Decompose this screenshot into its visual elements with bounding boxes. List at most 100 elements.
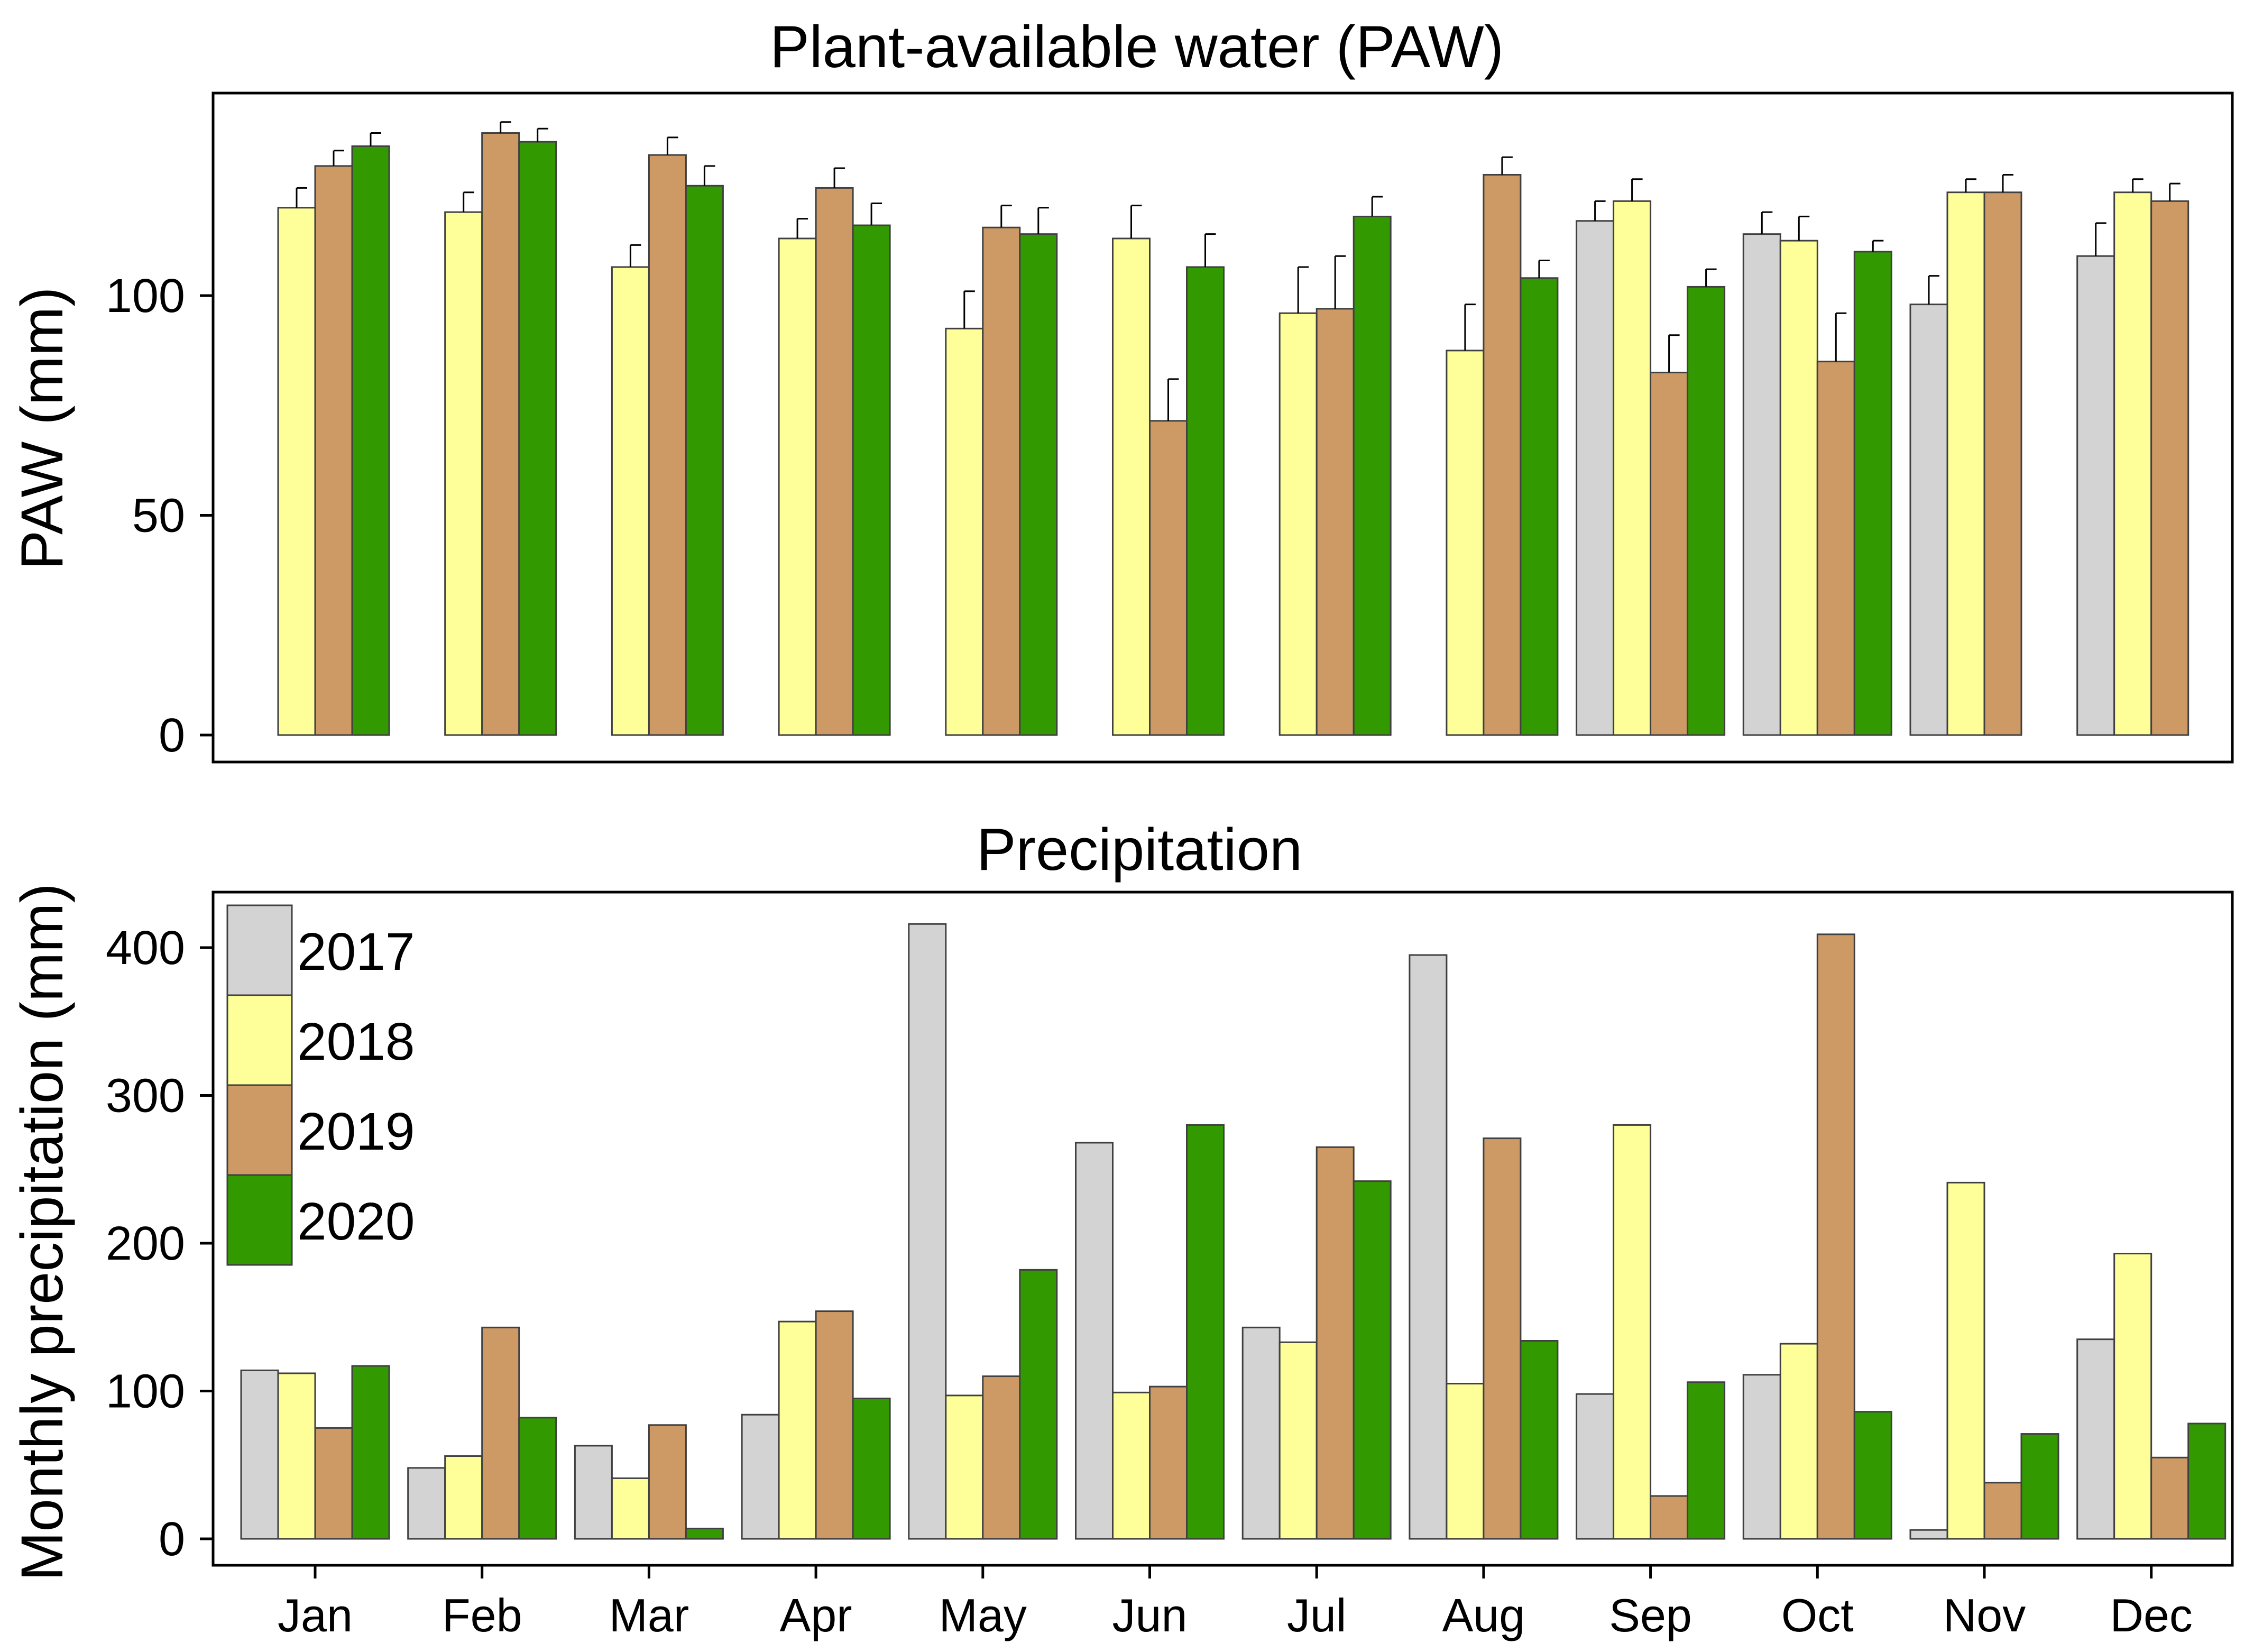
precipitation-bar-2018-Nov bbox=[1946, 1181, 1985, 1540]
paw-bar-2017-Nov bbox=[1909, 304, 1948, 736]
paw-error-bar-2020-Sep bbox=[1705, 268, 1717, 287]
paw-bar-2020-Aug bbox=[1520, 277, 1559, 736]
legend-swatch-2017 bbox=[226, 904, 293, 996]
precipitation-bar-2019-May bbox=[982, 1375, 1021, 1540]
paw-bar-2018-Mar bbox=[611, 266, 650, 736]
paw-chart-title: Plant-available water (PAW) bbox=[770, 14, 1504, 80]
paw-error-bar-2020-Apr bbox=[870, 202, 882, 226]
paw-error-bar-2020-Feb bbox=[537, 127, 548, 142]
paw-error-bar-2020-May bbox=[1037, 207, 1049, 234]
precipitation-plot-frame bbox=[211, 891, 2234, 1567]
legend-item-2017: 2017 bbox=[226, 904, 415, 996]
paw-error-bar-2018-Jun bbox=[1130, 205, 1142, 238]
paw-bar-2020-Jun bbox=[1186, 266, 1225, 736]
paw-error-bar-2018-Oct bbox=[1798, 215, 1810, 241]
paw-error-bar-2019-Jan bbox=[333, 150, 344, 166]
precipitation-bar-2017-Nov bbox=[1909, 1529, 1948, 1540]
paw-error-bar-2017-Dec bbox=[2095, 222, 2106, 256]
precipitation-y-tick-label: 300 bbox=[106, 1070, 185, 1123]
paw-bar-2017-Oct bbox=[1742, 233, 1781, 736]
paw-error-bar-2019-May bbox=[1000, 205, 1012, 228]
paw-error-bar-2020-Oct bbox=[1872, 240, 1884, 252]
paw-bar-2017-Sep bbox=[1576, 220, 1615, 736]
precipitation-bar-2020-Dec bbox=[2187, 1422, 2227, 1540]
precipitation-bar-2018-May bbox=[945, 1394, 984, 1540]
paw-bar-2019-Sep bbox=[1650, 371, 1689, 736]
precipitation-y-tick-label: 0 bbox=[159, 1513, 185, 1566]
paw-bar-2019-Apr bbox=[815, 187, 854, 736]
x-tick-label-Sep: Sep bbox=[1609, 1589, 1692, 1641]
paw-bar-2019-Feb bbox=[481, 132, 520, 736]
paw-error-bar-2018-Apr bbox=[796, 218, 808, 238]
paw-bar-2020-Feb bbox=[518, 141, 557, 736]
precipitation-bar-2019-Nov bbox=[1983, 1482, 2022, 1540]
precipitation-bar-2018-Aug bbox=[1446, 1383, 1485, 1540]
precipitation-bar-2017-Jan bbox=[240, 1369, 279, 1540]
paw-error-bar-2018-Sep bbox=[1631, 178, 1643, 201]
paw-bar-2018-Oct bbox=[1779, 240, 1818, 736]
precipitation-bar-2018-Jan bbox=[277, 1372, 316, 1540]
precipitation-bar-2019-Mar bbox=[648, 1424, 687, 1540]
precipitation-bar-2020-Jan bbox=[351, 1365, 390, 1540]
paw-error-bar-2020-Mar bbox=[703, 165, 715, 186]
precipitation-bar-2020-Mar bbox=[685, 1527, 724, 1540]
paw-bar-2019-Oct bbox=[1816, 361, 1855, 736]
precipitation-bar-2020-Nov bbox=[2020, 1433, 2059, 1540]
precipitation-bar-2018-Sep bbox=[1613, 1124, 1652, 1540]
precipitation-y-tick-label: 200 bbox=[106, 1217, 185, 1270]
paw-error-bar-2017-Nov bbox=[1928, 275, 1939, 305]
paw-error-bar-2018-Jul bbox=[1297, 266, 1309, 314]
paw-error-bar-2017-Sep bbox=[1594, 200, 1606, 221]
legend-item-2018: 2018 bbox=[226, 994, 415, 1086]
legend-item-2019: 2019 bbox=[226, 1084, 415, 1176]
paw-bar-2019-Nov bbox=[1983, 191, 2022, 736]
paw-bar-2018-Sep bbox=[1613, 200, 1652, 736]
paw-error-bar-2019-Apr bbox=[833, 167, 845, 188]
paw-bar-2020-Sep bbox=[1687, 286, 1726, 736]
legend: 2017 2018 2019 2020 bbox=[226, 904, 415, 1266]
paw-bar-2020-Apr bbox=[852, 224, 891, 736]
paw-bar-2019-May bbox=[982, 226, 1021, 736]
x-tick-label-May: May bbox=[939, 1589, 1027, 1641]
precipitation-bar-2019-Jun bbox=[1149, 1385, 1188, 1540]
precipitation-y-tick-label: 100 bbox=[106, 1365, 185, 1418]
paw-bar-2018-Nov bbox=[1946, 191, 1985, 736]
precipitation-bar-2017-Oct bbox=[1742, 1374, 1781, 1540]
precipitation-bar-2017-Aug bbox=[1409, 954, 1448, 1540]
x-tick-label-Aug: Aug bbox=[1442, 1589, 1525, 1641]
precipitation-bar-2020-May bbox=[1019, 1269, 1058, 1540]
paw-error-bar-2020-Aug bbox=[1538, 260, 1550, 278]
paw-y-axis-label: PAW (mm) bbox=[9, 287, 75, 570]
paw-error-bar-2019-Dec bbox=[2169, 182, 2181, 201]
paw-bar-2018-Apr bbox=[778, 237, 817, 736]
precipitation-bar-2020-Jun bbox=[1186, 1124, 1225, 1540]
precipitation-bar-2020-Sep bbox=[1687, 1381, 1726, 1540]
precipitation-bar-2019-Dec bbox=[2150, 1456, 2190, 1540]
precipitation-bar-2020-Feb bbox=[518, 1417, 557, 1540]
precipitation-bar-2018-Dec bbox=[2113, 1253, 2152, 1540]
precipitation-bar-2019-Sep bbox=[1650, 1495, 1689, 1540]
precipitation-x-axis: Jan Feb Mar Apr May Jun Jul Aug Sep Oct Nov Dec bbox=[278, 1565, 2193, 1641]
legend-label-2020: 2020 bbox=[297, 1192, 415, 1251]
paw-error-bar-2018-Feb bbox=[463, 191, 474, 213]
paw-bar-2019-Jun bbox=[1149, 420, 1188, 736]
paw-error-bar-2019-Jul bbox=[1334, 255, 1346, 309]
paw-error-bar-2020-Jun bbox=[1204, 233, 1216, 267]
paw-bar-2019-Jul bbox=[1316, 308, 1355, 736]
precipitation-bar-2017-Mar bbox=[574, 1445, 613, 1540]
paw-bar-2020-Jan bbox=[351, 145, 390, 736]
paw-error-bar-2018-Dec bbox=[2132, 178, 2144, 192]
x-tick-label-Nov: Nov bbox=[1943, 1589, 2026, 1641]
paw-bar-2020-Oct bbox=[1853, 251, 1892, 736]
paw-bar-2020-May bbox=[1019, 233, 1058, 736]
paw-error-bar-2018-Mar bbox=[629, 244, 641, 267]
legend-swatch-2019 bbox=[226, 1084, 293, 1176]
paw-bar-2018-Aug bbox=[1446, 350, 1485, 736]
precipitation-bar-2018-Oct bbox=[1779, 1343, 1818, 1540]
legend-label-2019: 2019 bbox=[297, 1102, 415, 1161]
paw-error-bar-2019-Feb bbox=[500, 121, 511, 133]
paw-error-bar-2018-May bbox=[963, 290, 975, 329]
precipitation-bar-2018-Jun bbox=[1112, 1391, 1151, 1540]
precipitation-bar-2017-Sep bbox=[1576, 1393, 1615, 1540]
